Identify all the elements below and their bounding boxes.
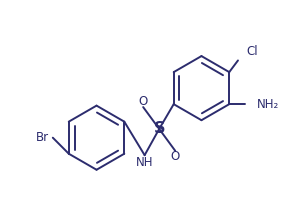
Text: O: O [139, 95, 148, 108]
Text: O: O [171, 150, 180, 163]
Text: S: S [153, 121, 165, 136]
Text: NH: NH [136, 156, 153, 169]
Text: Br: Br [36, 131, 49, 144]
Text: NH₂: NH₂ [257, 98, 279, 111]
Text: Cl: Cl [247, 45, 258, 58]
